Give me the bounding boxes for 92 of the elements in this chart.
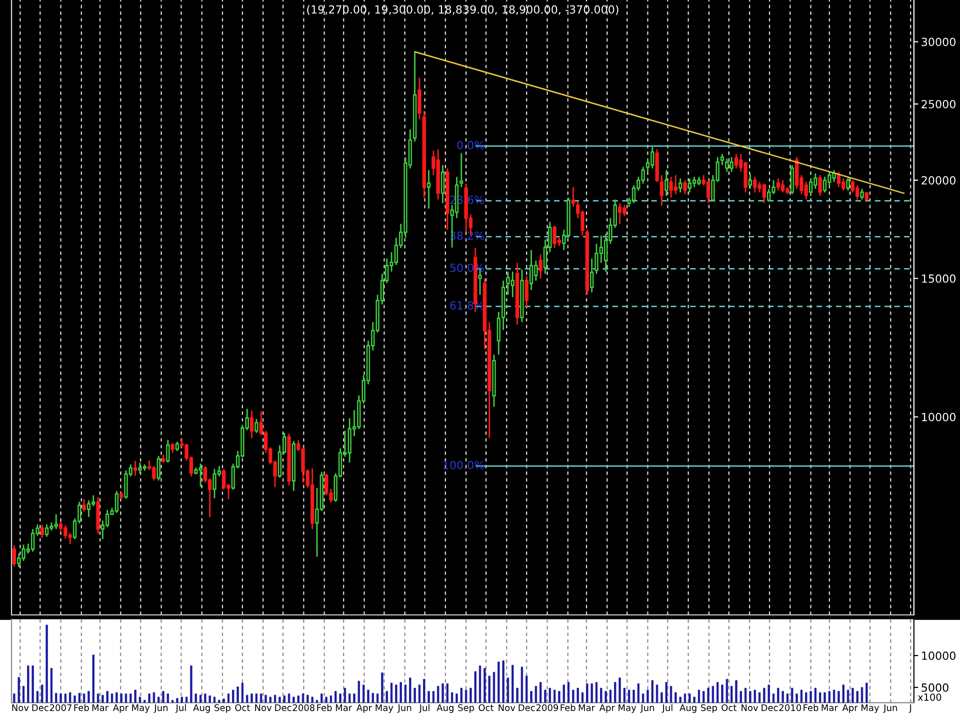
candlestick bbox=[571, 186, 576, 208]
candlestick bbox=[418, 77, 422, 120]
x-tick-label: Dec bbox=[275, 704, 292, 712]
candlestick bbox=[175, 440, 180, 452]
candlestick bbox=[683, 179, 687, 195]
candlestick bbox=[590, 258, 594, 294]
candlestick bbox=[822, 176, 827, 194]
candlestick bbox=[660, 174, 664, 206]
x-tick-label: J bbox=[908, 704, 912, 713]
x-tick-label: Nov bbox=[12, 704, 29, 712]
x-tick-label: May bbox=[862, 704, 880, 713]
x-tick-label: May bbox=[132, 704, 150, 713]
x-tick-label: Dec bbox=[518, 704, 535, 712]
candlestick bbox=[166, 439, 170, 464]
candlestick bbox=[82, 498, 86, 512]
x-tick-label: Jul bbox=[662, 704, 672, 713]
x-tick-label: Mar bbox=[578, 704, 596, 712]
candlestick bbox=[86, 500, 91, 518]
candlestick bbox=[846, 176, 850, 192]
candlestick bbox=[170, 442, 174, 454]
x-tick-label: Feb bbox=[74, 704, 89, 712]
x-tick-label: May bbox=[376, 704, 394, 713]
x-tick-label: Apr bbox=[112, 704, 128, 713]
y-tick-label: 10000 bbox=[922, 652, 956, 660]
x-tick-label: Oct bbox=[722, 704, 737, 712]
y-tick-label: 10000 bbox=[922, 412, 956, 422]
candlestick bbox=[58, 520, 63, 532]
x-tick-label: Feb bbox=[317, 704, 332, 712]
y-tick-label: 30000 bbox=[922, 38, 956, 46]
candlestick bbox=[706, 179, 710, 204]
candlestick bbox=[426, 169, 431, 210]
x-tick-label: Nov bbox=[255, 704, 272, 712]
candlestick bbox=[748, 172, 752, 190]
x-tick-label: Nov bbox=[498, 704, 516, 712]
x-tick-label: May bbox=[618, 704, 636, 713]
annotation: 0.0% bbox=[457, 140, 484, 150]
x-tick-label: Jun bbox=[883, 704, 897, 713]
x-tick-label: 2010 bbox=[779, 704, 802, 712]
x-tick-label: Feb bbox=[804, 704, 818, 712]
candlestick bbox=[818, 174, 822, 197]
x-tick-label: Jul bbox=[175, 704, 186, 713]
x-tick-label: Apr bbox=[356, 704, 372, 713]
x-tick-label: Oct bbox=[235, 704, 250, 712]
x-tick-label: Feb bbox=[560, 704, 576, 712]
x-tick-label: Mar bbox=[336, 704, 352, 712]
candlestick bbox=[678, 178, 682, 194]
candlestick bbox=[496, 311, 500, 356]
candlestick bbox=[529, 249, 534, 291]
x-tick-label: Oct bbox=[478, 704, 494, 712]
x-tick-label: 2008 bbox=[292, 704, 315, 712]
candlestick bbox=[734, 153, 738, 170]
candlestick bbox=[460, 152, 464, 188]
x-tick-label: Jun bbox=[640, 704, 654, 713]
candlestick bbox=[12, 544, 16, 568]
candlestick bbox=[860, 188, 864, 200]
x-tick-label: Jul bbox=[418, 704, 430, 713]
y-tick-label: 5000 bbox=[922, 683, 948, 692]
candlestick bbox=[254, 418, 258, 434]
x-tick-label: 2009 bbox=[536, 704, 558, 712]
x-tick-label: Sep bbox=[701, 704, 717, 713]
x-tick-label: Mar bbox=[822, 704, 838, 712]
x-tick-label: Aug bbox=[193, 704, 210, 713]
candlestick bbox=[156, 455, 160, 482]
x-tick-label: Apr bbox=[842, 704, 858, 713]
candlestick bbox=[850, 179, 855, 194]
x-tick-label: Mar bbox=[92, 704, 109, 712]
annotation: 100.0% bbox=[444, 460, 484, 470]
candlestick bbox=[538, 254, 542, 280]
candlestick bbox=[40, 524, 44, 538]
y-tick-label: 20000 bbox=[922, 176, 956, 185]
candlestick bbox=[250, 410, 254, 439]
x-tick-label: Apr bbox=[599, 704, 615, 713]
x-tick-label: Aug bbox=[680, 704, 696, 713]
candlestick bbox=[133, 460, 138, 476]
x-tick-label: Dec bbox=[32, 704, 48, 712]
candlestick bbox=[524, 275, 528, 308]
x-tick-label: 2007 bbox=[50, 704, 72, 712]
chart-title: (19,270.00, 19,300.00, 18,839.00, 18,900.00, -370.000) bbox=[307, 5, 618, 15]
x-tick-label: Sep bbox=[458, 704, 474, 713]
y-tick-label: 15000 bbox=[922, 274, 956, 283]
x-tick-label: Jun bbox=[154, 704, 168, 713]
candlestick bbox=[440, 164, 445, 204]
x-tick-label: Dec bbox=[762, 704, 778, 712]
y-axis-title: x100 bbox=[918, 693, 942, 701]
candlestick bbox=[664, 169, 668, 197]
x-tick-label: Jun bbox=[397, 704, 412, 713]
x-tick-label: Nov bbox=[742, 704, 758, 712]
candlestick bbox=[720, 153, 724, 166]
x-tick-label: Aug bbox=[436, 704, 454, 713]
x-tick-label: Sep bbox=[214, 704, 230, 713]
candlestick bbox=[836, 171, 841, 188]
y-tick-label: 25000 bbox=[922, 100, 956, 108]
